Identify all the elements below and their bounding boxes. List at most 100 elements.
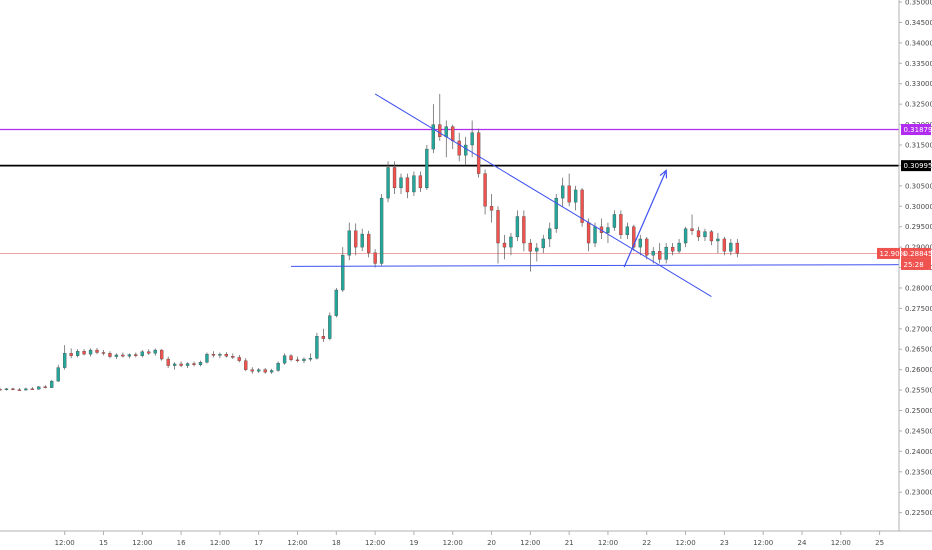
price-tick-label: 0.22500 [905,509,932,517]
candle-down [17,389,22,391]
candle-down [11,388,15,391]
candle-up [140,351,144,356]
resistance-purple-price-badge-bg [901,124,931,136]
candle-down [321,336,326,339]
price-axis-background[interactable] [899,0,932,550]
price-tick-label: 0.26000 [905,366,932,374]
candle-up [218,353,222,356]
time-tick-label: 20 [487,539,496,547]
candle-up [347,230,351,256]
candle-up [612,214,617,228]
candle-up [379,197,384,264]
price-tick-label: 0.29500 [905,223,932,231]
candle-up [548,228,552,240]
candle-down [95,349,99,353]
candle-up [535,247,539,252]
time-tick-label: 24 [798,539,807,547]
candle-up [470,132,474,146]
price-tick-label: 0.27000 [905,325,932,333]
current-price-badge: 0.28845 [904,250,932,258]
time-tick-label: 21 [565,539,574,547]
time-tick-label: 16 [177,539,186,547]
price-tick-label: 0.24500 [905,427,932,435]
candle-up [328,315,332,339]
candle-down [373,252,377,264]
trendlines-layer [291,93,900,297]
projection-arrow-head [659,169,668,179]
descending-resistance-trendline[interactable] [374,93,712,297]
time-tick-label: 12:00 [287,539,307,547]
candle-down [354,230,358,248]
price-tick-label: 0.34500 [905,19,932,27]
candle-up [509,236,513,248]
candle-down [496,210,500,244]
candle-up [573,189,578,203]
candle-up [4,388,9,391]
candle-up [63,353,67,368]
time-axis[interactable]: 12:00 15 12:00 16 12:00 17 12:00 18 12:00 19 12:00… [55,531,884,547]
time-tick-label: 12:00 [443,539,463,547]
candle-down [696,230,701,238]
projection-arrow-shaft[interactable] [623,170,667,268]
candle-up [425,148,429,189]
candle-down [147,351,151,354]
horizontal-support-trendline[interactable] [291,264,900,267]
candle-up [257,369,261,372]
price-tick-label: 0.34000 [905,39,932,47]
candle-up [412,175,416,193]
time-tick-label: 12:00 [520,539,540,547]
time-tick-label: 12:00 [55,539,75,547]
price-tick-label: 0.30000 [905,203,932,211]
candle-down [709,231,714,242]
current-price-badge-bg [901,247,931,259]
horizontal-levels-layer [0,128,899,254]
resistance-purple-price-badge: 0.31879 [904,126,932,134]
candle-down [43,386,47,388]
candle-up [651,251,655,256]
candle-up [302,358,306,361]
candle-up [37,386,41,390]
candle-down [237,357,241,361]
candle-up [593,226,597,244]
candle-down [392,167,397,189]
candle-up [561,185,565,199]
candle-down [690,228,694,231]
candle-down [0,389,2,391]
candle-down [179,363,183,366]
candles-layer [0,93,739,391]
candle-down [295,359,300,362]
candle-up [75,351,80,356]
price-tick-label: 0.24000 [905,448,932,456]
candle-down [244,360,248,370]
price-tick-label: 0.33000 [905,80,932,88]
candle-up [515,216,520,238]
candle-up [703,231,707,238]
candle-down [160,349,164,360]
candle-down [522,216,526,244]
price-tick-label: 0.23500 [905,468,932,476]
candle-down [735,242,739,254]
candle-up [431,124,435,150]
time-tick-label: 12:00 [675,539,695,547]
candle-down [586,222,591,244]
candle-up [360,233,364,248]
price-tick-label: 0.30500 [905,182,932,190]
candle-up [444,126,448,137]
candle-down [367,233,371,253]
candle-up [606,227,610,233]
candle-down [418,175,423,189]
candle-down [69,353,73,356]
candle-down [134,354,138,356]
price-badges-layer: 0.31879 0.30995 0.28845 25:28 12.90% [877,124,932,270]
candle-up [198,362,203,365]
candle-up [554,197,558,229]
time-tick-label: 12:00 [831,539,851,547]
candle-down [192,363,196,365]
candle-down [457,140,461,156]
candle-up [638,238,642,248]
candle-down [658,251,662,260]
candle-down [108,353,112,357]
